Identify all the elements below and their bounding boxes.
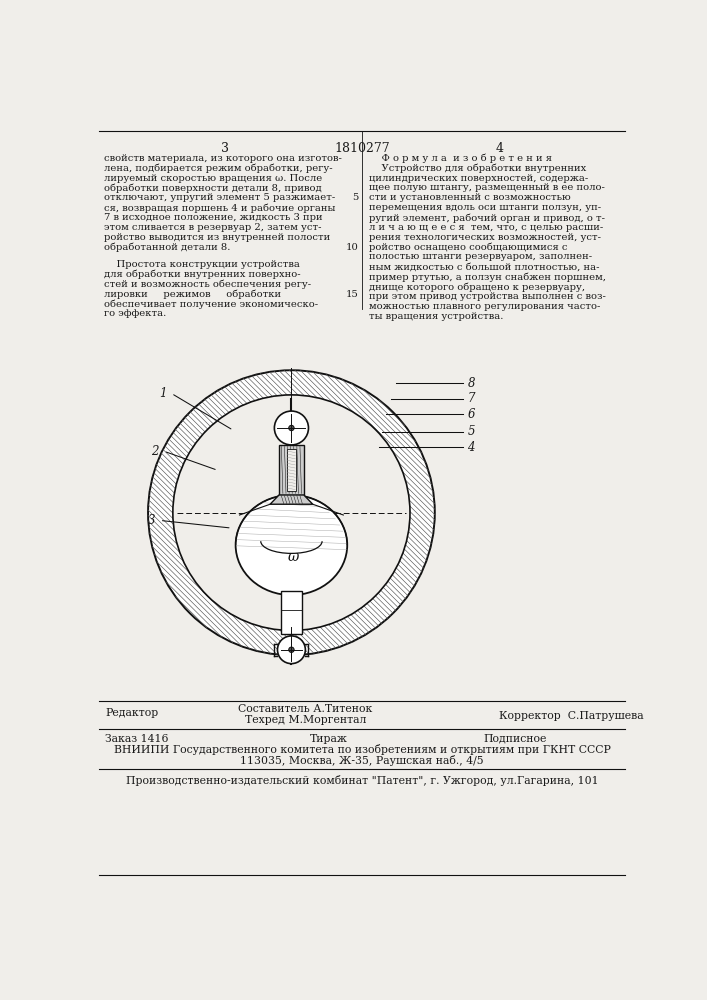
Text: лировки     режимов     обработки: лировки режимов обработки [104,290,281,299]
Circle shape [288,425,294,431]
Text: Подписное: Подписное [484,734,547,744]
Circle shape [274,411,308,445]
Text: 10: 10 [346,243,359,252]
Text: пример ртутью, а ползун снабжен поршнем,: пример ртутью, а ползун снабжен поршнем, [369,272,606,282]
Text: при этом привод устройства выполнен с воз-: при этом привод устройства выполнен с во… [369,292,606,301]
Text: лена, подбирается режим обработки, регу-: лена, подбирается режим обработки, регу- [104,164,332,173]
Text: 7: 7 [467,392,475,405]
Circle shape [288,647,294,652]
Text: 113035, Москва, Ж-35, Раушская наб., 4/5: 113035, Москва, Ж-35, Раушская наб., 4/5 [240,755,484,766]
Text: 5: 5 [467,425,475,438]
Text: 6: 6 [467,408,475,421]
Text: обработки поверхности детали 8, привод: обработки поверхности детали 8, привод [104,183,322,193]
Text: 2: 2 [151,445,159,458]
Text: 4: 4 [495,142,503,155]
Ellipse shape [148,370,435,655]
Text: обеспечивает получение экономическо-: обеспечивает получение экономическо- [104,300,318,309]
Text: обработанной детали 8.: обработанной детали 8. [104,243,230,252]
Text: 1810277: 1810277 [334,142,390,155]
Text: 7 в исходное положение, жидкость 3 при: 7 в исходное положение, жидкость 3 при [104,213,322,222]
Text: перемещения вдоль оси штанги ползун, уп-: перемещения вдоль оси штанги ползун, уп- [369,203,601,212]
Ellipse shape [173,395,410,631]
Text: Редактор: Редактор [105,708,158,718]
Text: сти и установленный с возможностью: сти и установленный с возможностью [369,193,571,202]
Text: днище которого обращено к резервуару,: днище которого обращено к резервуару, [369,282,585,292]
Text: Тираж: Тираж [310,734,348,744]
Circle shape [277,636,305,664]
Ellipse shape [235,495,347,595]
Text: Простота конструкции устройства: Простота конструкции устройства [104,260,300,269]
Text: для обработки внутренних поверхно-: для обработки внутренних поверхно- [104,270,300,279]
Text: 15: 15 [346,290,359,299]
Text: Ф о р м у л а  и з о б р е т е н и я: Ф о р м у л а и з о б р е т е н и я [369,154,552,163]
Text: Составитель А.Титенок: Составитель А.Титенок [238,704,373,714]
Text: го эффекта.: го эффекта. [104,309,166,318]
Text: отключают, упругий элемент 5 разжимает-: отключают, упругий элемент 5 разжимает- [104,193,335,202]
Text: Корректор  С.Патрушева: Корректор С.Патрушева [499,711,644,721]
Text: этом сливается в резервуар 2, затем уст-: этом сливается в резервуар 2, затем уст- [104,223,322,232]
Text: ройство выводится из внутренней полости: ройство выводится из внутренней полости [104,233,330,242]
Text: 5: 5 [353,193,359,202]
Text: л и ч а ю щ е е с я  тем, что, с целью расши-: л и ч а ю щ е е с я тем, что, с целью ра… [369,223,603,232]
Text: Техред М.Моргентал: Техред М.Моргентал [245,715,366,725]
Bar [279,445,304,495]
Text: Производственно-издательский комбинат "Патент", г. Ужгород, ул.Гагарина, 101: Производственно-издательский комбинат "П… [126,774,598,786]
Text: ройство оснащено сообщающимися с: ройство оснащено сообщающимися с [369,243,568,252]
Text: ругий элемент, рабочий орган и привод, о т-: ругий элемент, рабочий орган и привод, о… [369,213,605,223]
Text: лируемый скоростью вращения ω. После: лируемый скоростью вращения ω. После [104,174,322,183]
Text: 1: 1 [159,387,167,400]
Text: свойств материала, из которого она изготов-: свойств материала, из которого она изгот… [104,154,341,163]
Text: щее полую штангу, размещенный в ее поло-: щее полую штангу, размещенный в ее поло- [369,183,604,192]
Text: 8: 8 [467,377,475,390]
Text: цилиндрических поверхностей, содержа-: цилиндрических поверхностей, содержа- [369,174,588,183]
Text: ты вращения устройства.: ты вращения устройства. [369,312,503,321]
Text: 3: 3 [148,514,155,527]
Text: рения технологических возможностей, уст-: рения технологических возможностей, уст- [369,233,601,242]
Bar [281,591,301,634]
Text: ся, возвращая поршень 4 и рабочие органы: ся, возвращая поршень 4 и рабочие органы [104,203,335,213]
Text: стей и возможность обеспечения регу-: стей и возможность обеспечения регу- [104,280,311,289]
Text: 4: 4 [467,441,475,454]
Text: можностью плавного регулирования часто-: можностью плавного регулирования часто- [369,302,600,311]
Text: ным жидкостью с большой плотностью, на-: ным жидкостью с большой плотностью, на- [369,262,600,271]
Text: ω: ω [287,550,298,564]
Text: 3: 3 [221,142,229,155]
Text: Заказ 1416: Заказ 1416 [105,734,169,744]
Text: Устройство для обработки внутренних: Устройство для обработки внутренних [369,164,586,173]
Polygon shape [270,495,312,504]
Text: полостью штанги резервуаром, заполнен-: полостью штанги резервуаром, заполнен- [369,252,592,261]
Bar [287,449,296,491]
Text: ВНИИПИ Государственного комитета по изобретениям и открытиям при ГКНТ СССР: ВНИИПИ Государственного комитета по изоб… [114,744,610,755]
